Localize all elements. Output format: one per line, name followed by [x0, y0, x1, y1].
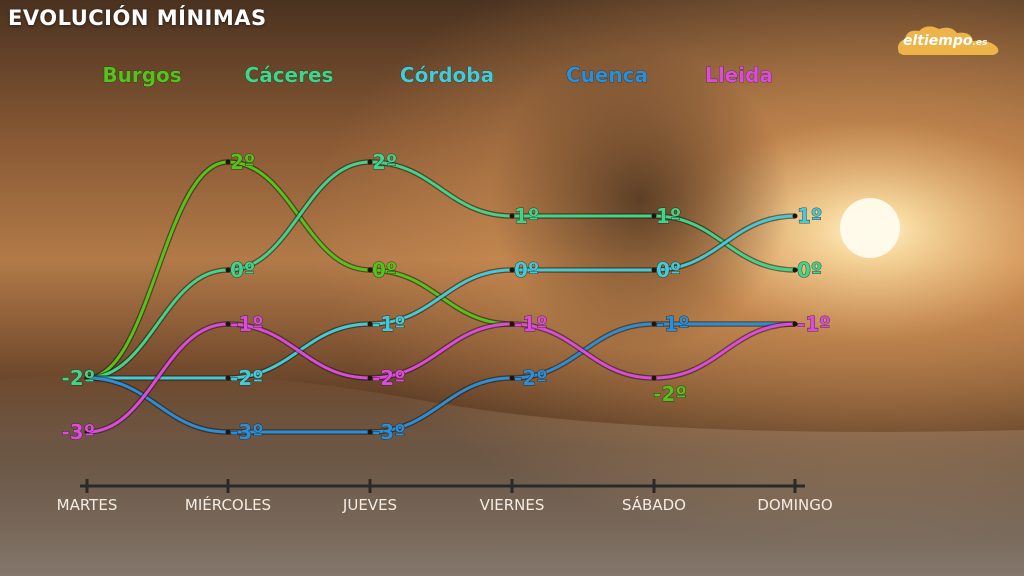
label-caceres-viernes: 1º [514, 204, 539, 228]
point-caceres-viernes [509, 213, 515, 219]
logo-text: eltiempo.es [903, 33, 987, 49]
point-lleida-martes [84, 429, 90, 435]
point-lleida-domingo [792, 321, 798, 327]
line-caceres [86, 160, 796, 380]
label-caceres-jueves: 2º [372, 150, 397, 174]
label-cuenca-viernes: -2º [514, 366, 548, 390]
x-axis: MARTES MIÉRCOLES JUEVES VIERNES SÁBADO DOMING… [57, 479, 833, 514]
label-lleida-viernes: -1º [514, 312, 548, 336]
data-labels: 2º 0º -2º 0º 2º 1º 1º 0º -2º -1º 0º 0º 1º -3º -3º -2º -1… [61, 150, 831, 445]
label-burgos-miercoles: 2º [230, 150, 255, 174]
point-burgos-miercoles [225, 159, 231, 165]
legend-lleida: Lleida [705, 63, 773, 87]
point-cuenca-martes [84, 375, 90, 381]
point-caceres-miercoles [225, 267, 231, 273]
label-cordoba-sabado: 0º [656, 258, 681, 282]
cloud-icon [897, 26, 999, 55]
label-burgos-jueves: 0º [372, 258, 397, 282]
label-caceres-miercoles: 0º [230, 258, 255, 282]
line-shadow-caceres [86, 159, 796, 381]
point-lleida-viernes [509, 321, 515, 327]
label-cuenca-jueves: -3º [372, 420, 406, 444]
line-burgos [86, 160, 513, 380]
label-cordoba-jueves: -1º [372, 312, 406, 336]
line-cuenca [86, 322, 795, 434]
point-cordoba-domingo [792, 213, 798, 219]
label-caceres-domingo: 0º [797, 258, 822, 282]
point-burgos-jueves [367, 267, 373, 273]
x-tick-label-domingo: DOMINGO [757, 496, 832, 514]
point-cordoba-sabado [651, 267, 657, 273]
x-tick-label-sabado: SÁBADO [622, 495, 686, 514]
label-cordoba-viernes: 0º [514, 258, 539, 282]
series-lines [84, 159, 798, 435]
point-cordoba-miercoles [225, 375, 231, 381]
label-cordoba-domingo: 1º [797, 204, 822, 228]
line-cordoba [86, 214, 796, 380]
label-cuenca-miercoles: -3º [230, 420, 264, 444]
label-lleida-martes: -3º [62, 420, 96, 444]
label-cordoba-miercoles: -2º [230, 366, 264, 390]
legend-burgos: Burgos [102, 63, 181, 87]
label-lleida-jueves: -2º [372, 366, 406, 390]
point-lleida-sabado [651, 375, 657, 381]
point-cordoba-viernes [509, 267, 515, 273]
point-caceres-jueves [367, 159, 373, 165]
label-burgos-sabado-extra: -2º [653, 382, 687, 406]
legend-cordoba: Córdoba [400, 63, 494, 87]
label-caceres-martes: -2º [62, 366, 96, 390]
x-tick-label-martes: MARTES [57, 496, 118, 514]
label-caceres-sabado: 1º [656, 204, 681, 228]
point-cuenca-jueves [367, 429, 373, 435]
legend: Burgos Cáceres Córdoba Cuenca Lleida [102, 63, 773, 88]
point-lleida-jueves [367, 375, 373, 381]
point-caceres-sabado [651, 213, 657, 219]
legend-caceres: Cáceres [245, 63, 334, 87]
point-cordoba-jueves [367, 321, 373, 327]
chart-title: EVOLUCIÓN MÍNIMAS [8, 6, 267, 30]
x-tick-label-viernes: VIERNES [480, 496, 545, 514]
line-lleida [86, 322, 796, 434]
point-lleida-miercoles [225, 321, 231, 327]
point-cuenca-viernes [509, 375, 515, 381]
x-tick-label-miercoles: MIÉRCOLES [185, 495, 271, 514]
eltiempo-logo: eltiempo.es [893, 23, 1008, 57]
logo-name: eltiempo [903, 33, 973, 49]
label-cuenca-sabado: -1º [656, 312, 690, 336]
legend-cuenca: Cuenca [566, 63, 648, 87]
point-cuenca-miercoles [225, 429, 231, 435]
label-lleida-domingo: -1º [797, 312, 831, 336]
label-lleida-miercoles: -1º [230, 312, 264, 336]
logo-suffix: .es [972, 38, 988, 48]
point-cuenca-sabado [651, 321, 657, 327]
point-caceres-domingo [792, 267, 798, 273]
x-tick-label-jueves: JUEVES [342, 496, 397, 514]
